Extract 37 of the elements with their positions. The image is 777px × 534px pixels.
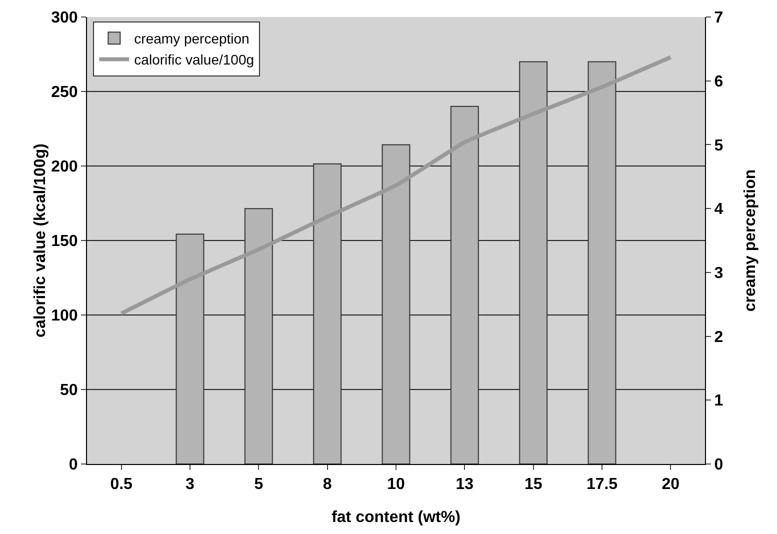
y2-tick-label: 7 — [714, 10, 724, 27]
legend-label: calorific value/100g — [134, 52, 254, 68]
y-tick-label: 50 — [60, 382, 78, 400]
y2-tick-label: 1 — [714, 392, 724, 410]
y2-tick-label: 2 — [714, 328, 724, 346]
y2-tick-label: 3 — [714, 265, 724, 282]
x-axis-title: fat content (wt%) — [332, 509, 460, 526]
legend-label: creamy perception — [134, 30, 250, 47]
y-tick-label: 100 — [51, 308, 78, 325]
y2-tick-label: 6 — [714, 73, 724, 90]
x-tick-label: 15 — [524, 476, 542, 494]
y-tick-label: 300 — [51, 10, 78, 27]
x-tick-label: 8 — [322, 476, 332, 494]
bar — [244, 208, 273, 464]
bar — [176, 234, 204, 464]
y2-axis-title: creamy perception — [742, 169, 759, 312]
y-tick-label: 0 — [68, 456, 78, 474]
bar — [450, 106, 479, 464]
bar — [519, 61, 548, 464]
y-tick-label: 150 — [51, 233, 78, 250]
x-tick-label: 5 — [254, 476, 264, 494]
y2-tick-label: 5 — [714, 137, 724, 154]
x-tick-label: 10 — [387, 476, 405, 494]
x-tick-label: 3 — [186, 476, 195, 494]
bar — [588, 61, 616, 464]
y-tick-label: 250 — [51, 84, 78, 102]
x-tick-label: 20 — [662, 476, 680, 494]
y-tick-label: 200 — [51, 158, 78, 176]
bar — [313, 163, 342, 464]
x-tick-label: 17.5 — [586, 476, 618, 494]
y-axis-title: calorific value (kcal/100g) — [32, 144, 49, 338]
line-series — [119, 55, 673, 316]
x-tick-label: 13 — [456, 476, 474, 494]
bar — [382, 144, 410, 464]
y2-tick-label: 0 — [714, 456, 724, 474]
y2-tick-label: 4 — [714, 201, 724, 218]
x-tick-label: 0.5 — [110, 476, 133, 494]
